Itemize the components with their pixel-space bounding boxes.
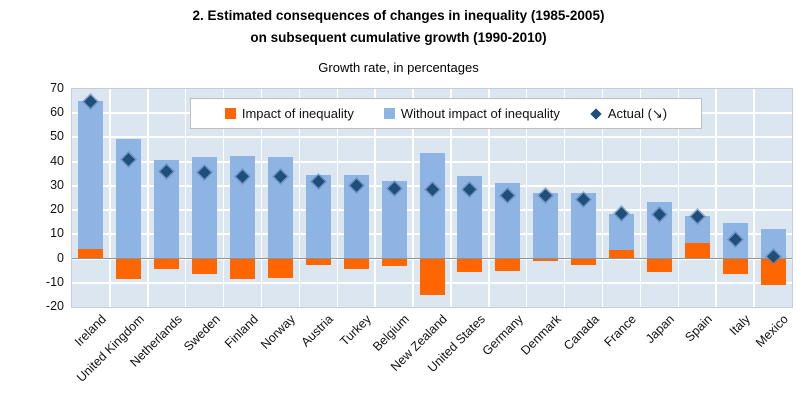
gridline-vertical bbox=[677, 89, 680, 307]
y-axis-label: 70 bbox=[50, 81, 64, 95]
impact-swatch-icon bbox=[224, 108, 236, 119]
gridline-vertical bbox=[109, 89, 111, 307]
legend-item-impact: Impact of inequality bbox=[224, 106, 354, 121]
y-axis-label: 50 bbox=[50, 129, 64, 144]
bar-impact bbox=[684, 242, 710, 259]
gridline-vertical bbox=[563, 89, 566, 307]
legend-label-without: Without impact of inequality bbox=[400, 106, 560, 121]
bar-impact bbox=[116, 258, 142, 280]
gridline-vertical bbox=[488, 89, 490, 307]
legend-item-without: Without impact of inequality bbox=[383, 106, 560, 121]
y-axis-label: 20 bbox=[50, 202, 64, 217]
gridline-vertical bbox=[184, 89, 187, 307]
y-axis-label: -20 bbox=[45, 299, 64, 313]
legend-item-actual: Actual (↘) bbox=[590, 106, 667, 122]
bar-impact bbox=[154, 258, 180, 270]
bar-impact bbox=[722, 258, 748, 275]
y-axis-label: -10 bbox=[45, 274, 64, 289]
gridline-vertical bbox=[601, 89, 604, 307]
y-axis-label: 60 bbox=[50, 105, 64, 120]
chart-title-line2: on subsequent cumulative growth (1990-20… bbox=[250, 30, 547, 45]
bar-impact bbox=[571, 258, 597, 265]
bar-without-impact bbox=[419, 153, 445, 259]
gridline-vertical bbox=[222, 89, 225, 307]
gridline-vertical bbox=[639, 89, 642, 307]
gridline-vertical bbox=[298, 89, 301, 307]
actual-diamond-icon bbox=[590, 107, 602, 120]
gridline-vertical bbox=[525, 89, 528, 307]
legend: Impact of inequality Without impact of i… bbox=[190, 98, 702, 129]
y-axis-label: 0 bbox=[57, 250, 64, 265]
bar-impact bbox=[78, 248, 104, 259]
bar-impact bbox=[419, 258, 445, 295]
bar-impact bbox=[192, 258, 218, 275]
gridline-horizontal bbox=[72, 136, 792, 139]
bar-impact bbox=[760, 258, 786, 286]
bar-impact bbox=[457, 258, 483, 272]
gridline-vertical bbox=[715, 89, 717, 307]
bar-impact bbox=[305, 258, 331, 265]
bar-without-impact bbox=[305, 174, 331, 259]
chart-title-line1: 2. Estimated consequences of changes in … bbox=[192, 8, 605, 23]
bar-impact bbox=[230, 258, 256, 280]
gridline-vertical bbox=[374, 89, 376, 307]
gridline-vertical bbox=[336, 89, 338, 307]
bar-without-impact bbox=[533, 193, 559, 259]
gridline-vertical bbox=[260, 89, 263, 307]
bar-impact bbox=[381, 258, 407, 266]
bar-impact bbox=[343, 258, 369, 270]
bar-impact bbox=[646, 258, 672, 272]
y-axis-label: 30 bbox=[50, 177, 64, 192]
legend-label-impact: Impact of inequality bbox=[241, 106, 354, 121]
bar-impact bbox=[608, 250, 634, 259]
bar-impact bbox=[533, 258, 559, 261]
gridline-vertical bbox=[450, 89, 452, 307]
bar-impact bbox=[495, 258, 521, 271]
gridline-vertical bbox=[412, 89, 414, 307]
bar-without-impact bbox=[78, 101, 104, 249]
chart-subtitle: Growth rate, in percentages bbox=[318, 60, 479, 75]
gridline-vertical bbox=[147, 89, 149, 307]
gridline-vertical bbox=[753, 89, 755, 307]
y-axis-label: 40 bbox=[50, 153, 64, 168]
without-swatch-icon bbox=[383, 108, 395, 119]
legend-label-actual: Actual (↘) bbox=[607, 105, 668, 121]
y-axis-label: 10 bbox=[50, 226, 64, 241]
bar-impact bbox=[267, 258, 293, 278]
zero-line bbox=[72, 257, 792, 260]
